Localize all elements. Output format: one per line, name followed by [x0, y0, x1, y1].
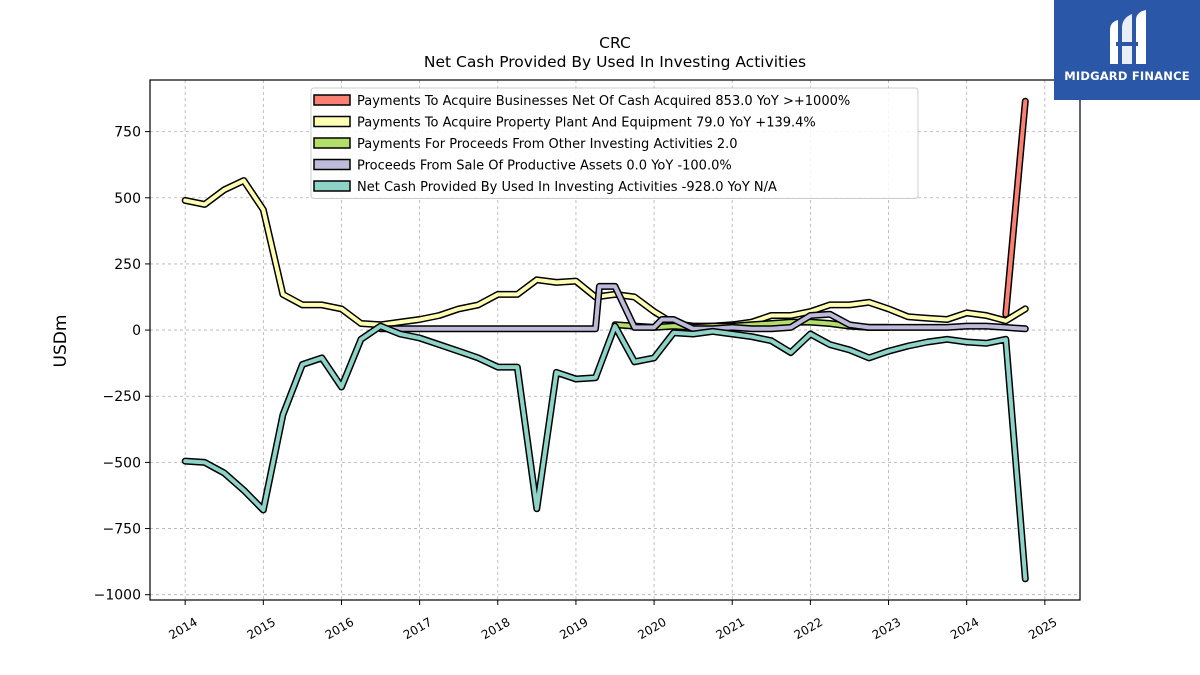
- x-tick-label: 2021: [713, 615, 746, 642]
- legend-item[interactable]: Payments For Proceeds From Other Investi…: [313, 137, 738, 152]
- legend[interactable]: Payments To Acquire Businesses Net Of Ca…: [310, 87, 919, 199]
- y-tick-label: 750: [114, 125, 141, 141]
- legend-item[interactable]: Payments To Acquire Businesses Net Of Ca…: [313, 94, 850, 109]
- plot-frame: [149, 79, 1081, 601]
- x-tick-label: 2023: [870, 615, 903, 642]
- x-tick-label: 2025: [1026, 615, 1059, 642]
- x-tick-label: 2018: [479, 615, 512, 642]
- chart-subtitle: Net Cash Provided By Used In Investing A…: [424, 53, 806, 71]
- legend-label: Proceeds From Sale Of Productive Assets …: [357, 159, 732, 174]
- x-tick-label: 2024: [948, 615, 981, 642]
- series-line: [183, 324, 1028, 581]
- legend-swatch: [313, 137, 351, 149]
- series-line: [1003, 99, 1028, 317]
- legend-swatch: [313, 180, 351, 192]
- legend-label: Payments For Proceeds From Other Investi…: [357, 137, 738, 152]
- x-tick-label: 2022: [792, 615, 825, 642]
- x-tick-label: 2014: [166, 615, 199, 642]
- series-4: [377, 282, 1029, 333]
- x-tick-label: 2016: [323, 615, 356, 642]
- y-tick-label: −1000: [94, 588, 141, 604]
- series-line: [183, 178, 1028, 329]
- y-tick-label: 500: [114, 191, 141, 207]
- y-tick-label: 250: [114, 257, 141, 273]
- legend-swatch: [313, 115, 351, 128]
- legend-item[interactable]: Net Cash Provided By Used In Investing A…: [313, 180, 777, 195]
- series-line: [378, 284, 1028, 331]
- series-5: [181, 322, 1029, 583]
- legend-swatch: [313, 94, 351, 106]
- legend-item[interactable]: Proceeds From Sale Of Productive Assets …: [313, 158, 732, 174]
- plot-series: [181, 97, 1029, 583]
- series-2: [181, 177, 1029, 330]
- legend-label: Net Cash Provided By Used In Investing A…: [357, 180, 777, 195]
- x-tick-label: 2020: [635, 615, 668, 642]
- x-tick-label: 2015: [245, 615, 278, 642]
- y-tick-label: −250: [103, 389, 141, 405]
- logo-mark-icon: [1110, 10, 1146, 64]
- legend-label: Payments To Acquire Businesses Net Of Ca…: [357, 94, 850, 109]
- legend-item[interactable]: Payments To Acquire Property Plant And E…: [313, 115, 816, 131]
- x-tick-label: 2017: [401, 615, 434, 642]
- x-axis: 2014 2015 2016 2017 2018 2019 2020 2021 2022 2023…: [166, 600, 1060, 642]
- brand-logo: MIDGARD FINANCE: [1054, 0, 1200, 100]
- series-1: [1002, 97, 1029, 318]
- brand-name: MIDGARD FINANCE: [1064, 69, 1190, 83]
- legend-box: [310, 87, 919, 199]
- series-outline: [181, 322, 1029, 583]
- chart-title: CRC: [599, 34, 631, 52]
- x-tick-label: 2019: [557, 615, 590, 642]
- legend-label: Payments To Acquire Property Plant And E…: [357, 116, 816, 131]
- y-tick-label: 0: [132, 323, 141, 339]
- y-axis-label: USDm: [51, 315, 71, 368]
- y-axis: −1000 −750 −500 −250 0 250 500 750: [94, 125, 150, 604]
- y-tick-label: −750: [103, 522, 141, 538]
- legend-swatch: [313, 158, 351, 171]
- y-tick-label: −500: [103, 455, 141, 471]
